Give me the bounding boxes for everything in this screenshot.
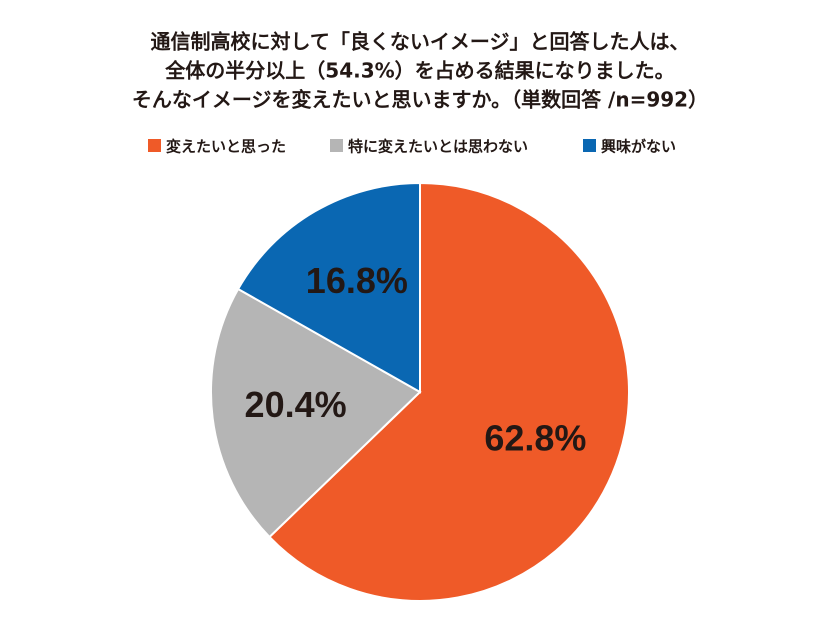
chart-title: そんなイメージを変えたいと思いますか。（単数回答 /n=992） <box>132 88 708 112</box>
value-label: 62.8% <box>484 418 586 459</box>
legend-label: 変えたいと思った <box>166 138 286 156</box>
pie-slice <box>210 287 422 539</box>
chart-title: 全体の半分以上（54.3%）を占める結果になりました。 <box>164 59 674 83</box>
pie-slice <box>236 181 421 394</box>
value-label: 16.8% <box>306 260 408 301</box>
legend-label: 特に変えたいとは思わない <box>348 138 528 156</box>
value-label: 20.4% <box>245 384 347 425</box>
legend-swatch <box>330 139 343 152</box>
legend-swatch <box>148 139 161 152</box>
chart-title: 通信制高校に対して「良くないイメージ」と回答した人は、 <box>151 30 690 54</box>
pie-slice <box>268 181 630 602</box>
legend-label: 興味がない <box>601 138 676 156</box>
legend-swatch <box>583 139 596 152</box>
